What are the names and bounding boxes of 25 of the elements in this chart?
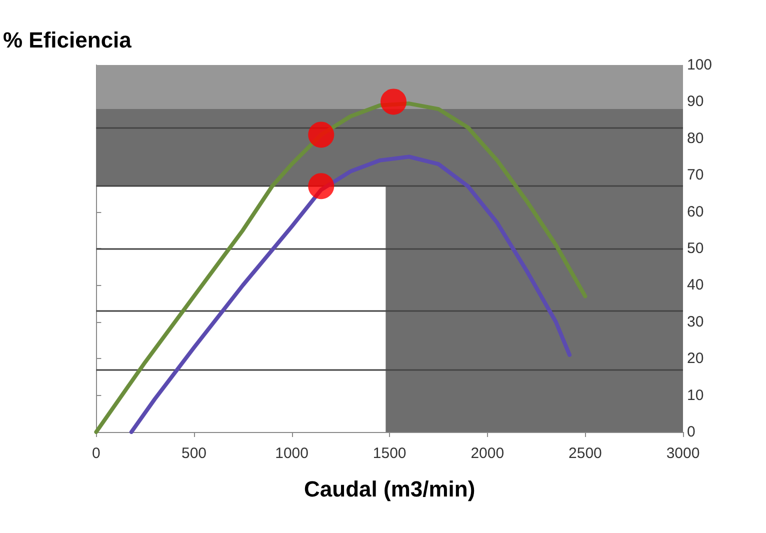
- x-tick-label: 2500: [568, 445, 602, 462]
- x-tick-label: 2000: [470, 445, 504, 462]
- y-tick-label: 50: [687, 240, 704, 257]
- x-tick-label: 1000: [275, 445, 308, 462]
- line-series: [94, 102, 588, 434]
- y-tick-label: 10: [687, 386, 704, 404]
- line-series: [129, 154, 572, 434]
- point: [308, 173, 334, 200]
- point: [308, 122, 334, 148]
- x-axis-title: Caudal (m3/min): [304, 476, 476, 502]
- x-tick-label: 0: [92, 445, 100, 462]
- x-tick-label: 3000: [666, 445, 700, 462]
- x-tick-label: 1500: [372, 445, 406, 462]
- y-tick-label: 60: [687, 203, 704, 220]
- y-tick-label: 30: [687, 313, 704, 330]
- point: [380, 88, 407, 115]
- y-tick-label: 90: [687, 93, 704, 110]
- x-tick-label: 500: [181, 445, 207, 462]
- y-axis-title: % Eficiencia: [3, 28, 132, 52]
- y-tick-label: 40: [687, 276, 704, 294]
- y-tick-label: 0: [687, 424, 696, 440]
- y-tick-label: 70: [687, 166, 704, 184]
- y-tick-label: 20: [687, 350, 704, 368]
- y-tick-label: 100: [687, 56, 712, 74]
- y-tick-label: 80: [687, 130, 704, 147]
